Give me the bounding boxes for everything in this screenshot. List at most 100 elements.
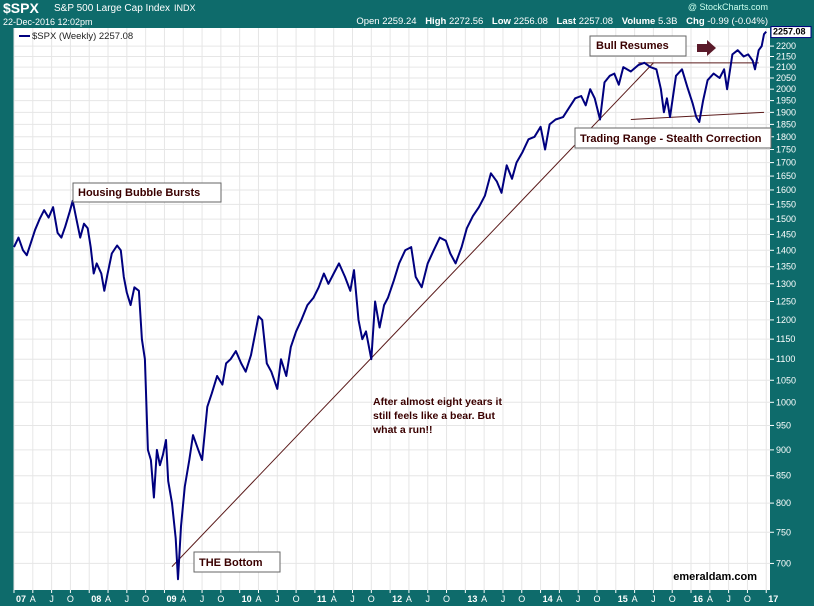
x-tick-label: O [443,594,450,604]
support-trendline [171,62,654,568]
y-tick-label: 1950 [776,96,796,106]
y-tick-label: 1600 [776,185,796,195]
high-label: High [425,16,447,27]
y-axis: 700 750 800 850 900 950 1000 1050 1100 1150 1200 12… [770,41,796,568]
x-tick-label: 09 [166,594,176,604]
credit: emeraldam.com [673,571,757,583]
index-name: S&P 500 Large Cap Index INDX [54,3,196,14]
chg-label: Chg [686,16,705,27]
annotation-bottom-text: THE Bottom [199,557,263,569]
y-tick-label: 1450 [776,229,796,239]
y-tick-label: 1650 [776,171,796,181]
y-tick-label: 850 [776,471,791,481]
annotation-bull: Bull Resumes [589,35,687,57]
chg-value: -0.99 (-0.04%) [707,16,768,27]
x-tick-label: A [105,594,111,604]
x-tick-label: 11 [317,594,327,604]
grid [13,28,770,590]
x-tick-label: 15 [618,594,628,604]
y-tick-label: 2050 [776,73,796,83]
y-tick-label: 1350 [776,262,796,272]
y-tick-label: 1750 [776,144,796,154]
last-value-tag-text: 2257.08 [773,27,806,37]
y-tick-label: 1300 [776,279,796,289]
x-tick-label: 16 [693,594,703,604]
y-tick-label: 1000 [776,397,796,407]
y-tick-label: 2100 [776,62,796,72]
y-tick-label: 1250 [776,296,796,306]
y-tick-label: 950 [776,420,791,430]
last-value-tag: 2257.08 [770,26,812,39]
x-tick-label: J [501,594,506,604]
y-tick-label: 2000 [776,84,796,94]
x-tick-label: A [481,594,487,604]
watermark: @ StockCharts.com [687,2,768,12]
x-tick-label: A [707,594,713,604]
x-tick-label: O [217,594,224,604]
legend: $SPX (Weekly) 2257.08 [19,31,133,42]
annotation-trading-box [574,127,772,149]
x-tick-label: A [180,594,186,604]
legend-text: $SPX (Weekly) 2257.08 [32,31,133,42]
volume-label: Volume [621,16,656,27]
quote-bar: Open 2259.24 High 2272.56 Low 2256.08 La… [356,16,768,27]
x-tick-label: J [651,594,656,604]
x-tick-label: O [67,594,74,604]
annotation-note: After almost eight years it still feels … [372,396,502,436]
annotation-trading: Trading Range - Stealth Correction [574,127,772,149]
y-tick-label: 2200 [776,41,796,51]
x-tick-label: J [125,594,130,604]
y-tick-label: 2150 [776,51,796,61]
x-tick-label: 12 [392,594,402,604]
low-label: Low [491,16,511,27]
x-tick-label: A [30,594,36,604]
high-value: 2272.56 [448,16,484,27]
y-tick-label: 1900 [776,107,796,117]
datetime: 22-Dec-2016 12:02pm [3,17,93,27]
y-tick-label: 1150 [776,334,795,344]
range-bottom-line [630,111,765,121]
y-tick-label: 1050 [776,375,796,385]
x-tick-label: A [632,594,638,604]
last-value: 2257.08 [578,16,614,27]
chart-header: $SPX S&P 500 Large Cap Index INDX @ Stock… [0,0,814,28]
y-tick-label: 1850 [776,119,796,129]
open-value: 2259.24 [382,16,417,27]
x-tick-label: A [556,594,562,604]
x-tick-label: O [368,594,375,604]
x-tick-label: 07 [16,594,26,604]
arrow-icon [697,40,716,56]
y-tick-label: 1200 [776,315,796,325]
x-tick-label: O [744,594,751,604]
open-label: Open [356,16,380,27]
x-tick-label: J [200,594,205,604]
x-tick-label: O [293,594,300,604]
annotation-bull-box [589,35,687,57]
annotation-bottom: THE Bottom [193,551,281,573]
y-tick-label: 800 [776,498,791,508]
annotation-bottom-box [193,551,281,573]
y-tick-label: 1500 [776,214,796,224]
last-label: Last [556,16,577,27]
y-tick-label: 1400 [776,245,796,255]
x-tick-label: J [726,594,731,604]
x-tick-label: A [406,594,412,604]
x-tick-label: A [331,594,337,604]
y-tick-label: 1700 [776,158,796,168]
x-tick-label: 14 [543,594,553,604]
x-tick-label: O [669,594,676,604]
annotation-housing: Housing Bubble Bursts [72,182,222,203]
note-line-1: After almost eight years it [373,396,502,408]
x-tick-label: J [49,594,54,604]
series-line [13,30,767,581]
last-value-tag-box [770,26,812,39]
x-tick-label: O [518,594,525,604]
x-tick-label: 10 [242,594,252,604]
y-tick-label: 900 [776,445,791,455]
x-tick-label: O [593,594,600,604]
x-tick-label: 13 [467,594,477,604]
x-tick-label: 08 [91,594,101,604]
x-tick-label: J [275,594,280,604]
note-line-2: still feels like a bear. But [373,410,495,422]
